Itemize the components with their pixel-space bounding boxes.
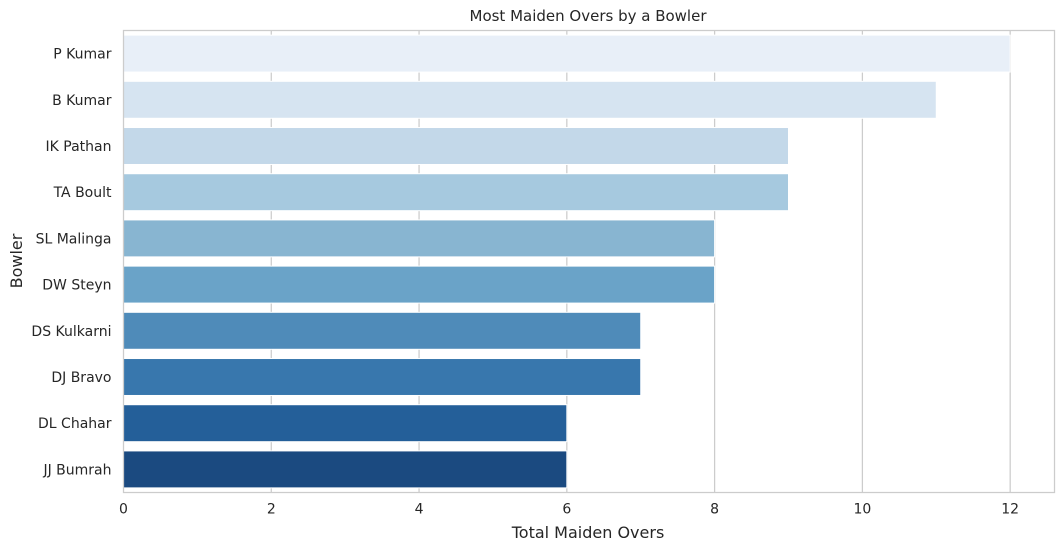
x-tick-label: 6 [562,502,571,518]
x-tick-label: 12 [1001,502,1019,518]
x-axis-label: Total Maiden Overs [511,523,665,542]
y-tick-label: P Kumar [53,47,111,63]
bar-ta-boult [123,173,789,212]
y-tick-label: JJ Bumrah [42,462,111,478]
bar-jj-bumrah [123,450,568,489]
x-tick-labels: 0 2 4 6 8 10 12 [119,502,1019,518]
x-tick-label: 10 [853,502,871,518]
y-tick-label: DJ Bravo [51,370,111,386]
bars [123,34,1011,489]
x-tick-label: 4 [415,502,424,518]
x-tick-label: 2 [267,502,276,518]
bar-ds-kulkarni [123,311,642,350]
x-tick-label: 0 [119,502,128,518]
bar-ik-pathan [123,127,789,165]
y-axis-label: Bowler [7,233,26,288]
bar-dl-chahar [123,404,568,443]
bar-dj-bravo [123,358,642,396]
y-tick-label: IK Pathan [46,139,112,155]
y-tick-label: TA Boult [53,185,112,201]
y-tick-label: SL Malinga [36,231,112,247]
y-tick-label: DS Kulkarni [31,324,111,340]
y-tick-label: DL Chahar [38,416,112,432]
bar-p-kumar [123,34,1011,73]
y-tick-label: B Kumar [52,93,112,109]
y-tick-labels: P Kumar B Kumar IK Pathan TA Boult SL Maling… [31,47,112,479]
y-tick-label: DW Steyn [42,278,111,294]
plot-frame [122,29,1056,494]
bar-b-kumar [123,80,937,119]
chart-title: Most Maiden Overs by a Bowler [470,7,708,25]
bar-dw-steyn [123,265,716,304]
x-tick-label: 8 [710,502,719,518]
bar-sl-malinga [123,219,716,258]
